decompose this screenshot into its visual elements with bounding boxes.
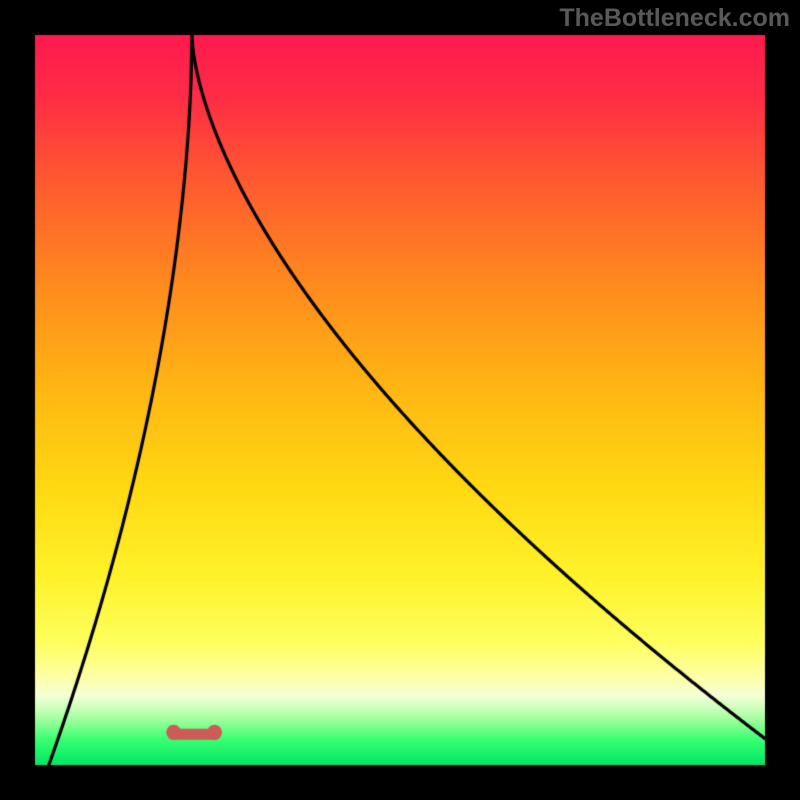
- chart-root: TheBottleneck.com: [0, 0, 800, 800]
- watermark-text: TheBottleneck.com: [559, 4, 790, 33]
- bottleneck-chart-canvas: [0, 0, 800, 800]
